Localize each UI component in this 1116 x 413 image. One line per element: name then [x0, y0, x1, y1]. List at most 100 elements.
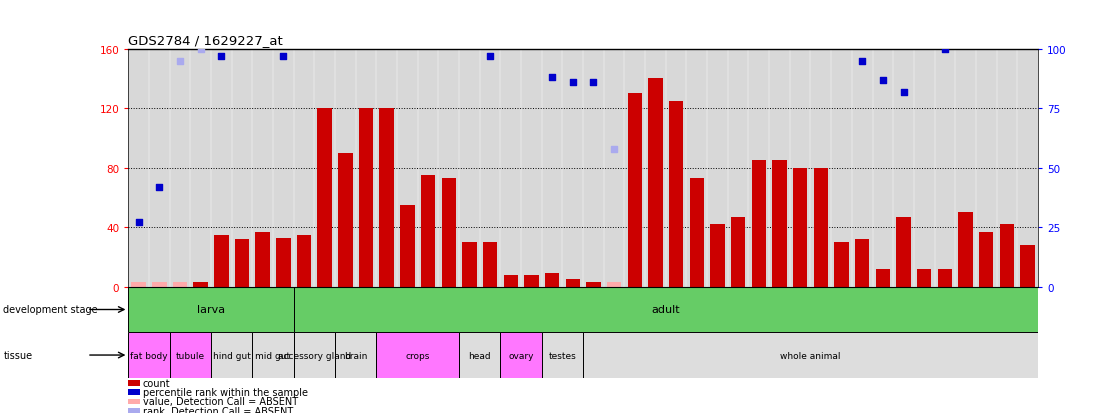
Text: hind gut: hind gut: [213, 351, 251, 360]
Bar: [793, 169, 807, 287]
Bar: [152, 282, 166, 287]
Text: value, Detection Call = ABSENT: value, Detection Call = ABSENT: [143, 396, 298, 406]
Bar: [1020, 245, 1035, 287]
Point: [915, 39, 933, 46]
Text: larva: larva: [196, 305, 225, 315]
Bar: [772, 161, 787, 287]
Bar: [566, 280, 580, 287]
Bar: [710, 225, 724, 287]
Point: [854, 58, 872, 65]
Bar: [462, 242, 477, 287]
Bar: [173, 282, 187, 287]
Point: [936, 46, 954, 53]
Point: [543, 75, 561, 81]
Point: [171, 58, 189, 65]
Point: [151, 184, 169, 191]
Point: [192, 46, 210, 53]
Text: mid gut: mid gut: [256, 351, 290, 360]
Point: [233, 39, 251, 46]
Bar: [276, 238, 290, 287]
Bar: [193, 282, 208, 287]
Bar: [294, 287, 1038, 332]
Bar: [421, 176, 435, 287]
Point: [874, 77, 892, 84]
Text: tissue: tissue: [3, 350, 32, 360]
Text: accessory gland: accessory gland: [278, 351, 352, 360]
Point: [502, 42, 520, 48]
Point: [585, 79, 603, 86]
Text: whole animal: whole animal: [780, 351, 840, 360]
Point: [522, 42, 540, 48]
Bar: [338, 154, 353, 287]
Bar: [459, 332, 500, 378]
Bar: [128, 287, 294, 332]
Point: [750, 1, 768, 8]
Point: [461, 30, 479, 36]
Bar: [359, 109, 373, 287]
Bar: [170, 332, 211, 378]
Text: tubule: tubule: [176, 351, 205, 360]
Point: [709, 23, 727, 29]
Point: [481, 53, 499, 60]
Point: [316, 0, 334, 1]
Bar: [896, 217, 911, 287]
Text: count: count: [143, 378, 171, 388]
Text: adult: adult: [652, 305, 680, 315]
Point: [895, 89, 913, 96]
Point: [378, 8, 396, 15]
Bar: [937, 269, 952, 287]
Point: [729, 30, 747, 36]
Point: [275, 53, 292, 60]
Bar: [541, 332, 583, 378]
Point: [687, 0, 705, 1]
Bar: [835, 242, 849, 287]
Point: [440, 27, 458, 34]
Bar: [627, 94, 642, 287]
Bar: [525, 275, 539, 287]
Point: [564, 79, 581, 86]
Point: [212, 53, 230, 60]
Text: ovary: ovary: [509, 351, 533, 360]
Bar: [294, 332, 335, 378]
Point: [295, 1, 312, 8]
Bar: [607, 282, 622, 287]
Bar: [751, 161, 766, 287]
Text: development stage: development stage: [3, 305, 98, 315]
Point: [129, 220, 147, 226]
Bar: [401, 205, 415, 287]
Point: [998, 39, 1016, 46]
Text: GDS2784 / 1629227_at: GDS2784 / 1629227_at: [128, 34, 283, 47]
Bar: [731, 217, 745, 287]
Bar: [545, 274, 559, 287]
Bar: [876, 269, 891, 287]
Text: fat body: fat body: [131, 351, 167, 360]
Text: crops: crops: [405, 351, 430, 360]
Bar: [917, 269, 932, 287]
Bar: [668, 102, 683, 287]
Text: percentile rank within the sample: percentile rank within the sample: [143, 387, 308, 397]
Bar: [979, 232, 993, 287]
Point: [1019, 42, 1037, 48]
Point: [398, 11, 416, 17]
Bar: [297, 235, 311, 287]
Point: [336, 0, 354, 1]
Bar: [855, 240, 869, 287]
Bar: [483, 242, 498, 287]
Point: [956, 39, 974, 46]
Bar: [317, 109, 331, 287]
Bar: [959, 213, 973, 287]
Point: [253, 39, 271, 46]
Bar: [211, 332, 252, 378]
Point: [833, 11, 850, 17]
Bar: [234, 240, 249, 287]
Bar: [256, 232, 270, 287]
Bar: [690, 179, 704, 287]
Bar: [252, 332, 294, 378]
Text: rank, Detection Call = ABSENT: rank, Detection Call = ABSENT: [143, 406, 294, 413]
Bar: [442, 179, 456, 287]
Bar: [376, 332, 459, 378]
Point: [812, 0, 830, 3]
Bar: [214, 235, 229, 287]
Text: testes: testes: [549, 351, 576, 360]
Bar: [500, 332, 541, 378]
